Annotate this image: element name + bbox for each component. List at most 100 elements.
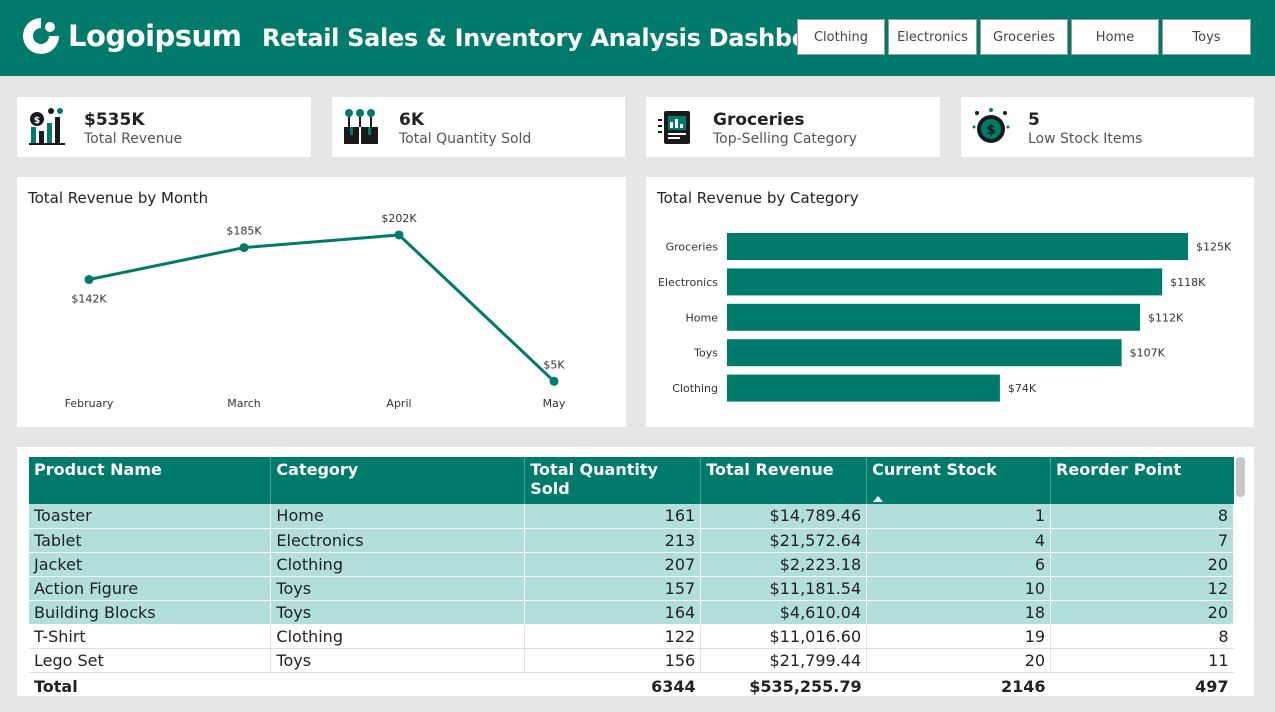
cell-quantity-sold: 157: [524, 576, 702, 601]
cell-category: Toys: [270, 576, 526, 601]
cell-revenue: $11,181.54: [700, 576, 868, 601]
total-reorder: 497: [1050, 671, 1234, 700]
cell-reorder-point: 12: [1050, 576, 1234, 601]
line-point[interactable]: [549, 376, 559, 386]
filter-button-toys[interactable]: Toys: [1162, 19, 1251, 55]
cell-reorder-point: 8: [1050, 504, 1234, 529]
header-bar: Logoipsum Retail Sales & Inventory Analy…: [0, 0, 1275, 76]
data-label: $5K: [543, 358, 565, 371]
total-quantity: 6344: [524, 671, 701, 700]
line-series: [88, 233, 556, 383]
cell-quantity-sold: 161: [524, 504, 702, 529]
cell-reorder-point: 8: [1050, 624, 1234, 649]
cell-current-stock: 20: [866, 648, 1052, 673]
cell-quantity-sold: 164: [524, 600, 702, 625]
line-point[interactable]: [239, 243, 249, 253]
product-table-panel: Product Name Category Total Quantity Sol…: [17, 447, 1254, 700]
column-header-category[interactable]: Category: [270, 457, 526, 504]
cell-revenue: $2,223.18: [700, 552, 868, 577]
cell-quantity-sold: 207: [524, 552, 702, 577]
bar[interactable]: [727, 339, 1122, 367]
cell-revenue: $21,572.64: [700, 528, 868, 553]
cell-quantity-sold: 122: [524, 624, 702, 649]
bar-chart: Groceries $125K Electronics $118K Home $112K T…: [658, 233, 1232, 402]
data-label: $107K: [1130, 347, 1166, 360]
cell-category: Clothing: [270, 552, 526, 577]
cell-category: Home: [270, 504, 526, 529]
total-revenue: $535,255.79: [700, 671, 867, 700]
kpi-value: 6K: [399, 110, 425, 130]
kpi-label: Low Stock Items: [1028, 131, 1143, 147]
cell-reorder-point: 20: [1050, 600, 1234, 625]
boxes-icon: [344, 109, 378, 144]
filter-button-groceries[interactable]: Groceries: [980, 19, 1068, 55]
bar[interactable]: [727, 233, 1188, 260]
cell-revenue: $4,610.04: [700, 600, 868, 625]
cell-current-stock: 6: [866, 552, 1052, 577]
x-tick-label: February: [65, 397, 114, 410]
kpi-value: $535K: [84, 110, 145, 130]
kpi-card-low-stock: $ 5 Low Stock Items: [961, 97, 1254, 157]
cell-reorder-point: 20: [1050, 552, 1234, 577]
column-header-product-name[interactable]: Product Name: [29, 457, 272, 504]
sort-ascending-icon[interactable]: [873, 496, 884, 502]
cell-current-stock: 4: [866, 528, 1052, 553]
cell-category: Toys: [270, 648, 526, 673]
cell-product-name: Toaster: [29, 504, 272, 529]
kpi-value: 5: [1028, 110, 1040, 130]
table-total-row: Total 6344 $535,255.79 2146 497: [29, 671, 1234, 700]
column-header-current-stock[interactable]: Current Stock: [866, 457, 1052, 504]
cell-reorder-point: 11: [1050, 648, 1234, 673]
cell-current-stock: 1: [866, 504, 1052, 529]
filter-button-electronics[interactable]: Electronics: [888, 19, 977, 55]
table-row[interactable]: Lego Set Toys 156 $21,799.44 20 11: [29, 648, 1234, 673]
cell-product-name: Jacket: [29, 552, 272, 577]
bar[interactable]: [727, 374, 1000, 402]
cell-revenue: $14,789.46: [700, 504, 868, 529]
filter-button-clothing[interactable]: Clothing: [797, 19, 885, 55]
column-header-reorder-point[interactable]: Reorder Point: [1050, 457, 1234, 504]
kpi-value: Groceries: [713, 110, 805, 130]
kpi-card-top-category: Groceries Top-Selling Category: [646, 97, 940, 157]
cell-product-name: Action Figure: [29, 576, 272, 601]
kpi-card-quantity-sold: 6K Total Quantity Sold: [332, 97, 625, 157]
kpi-label: Total Quantity Sold: [399, 131, 532, 147]
total-category-cell: [270, 671, 525, 700]
bar-chart-panel: Total Revenue by Category Groceries $125K…: [646, 177, 1254, 427]
y-tick-label: Toys: [693, 347, 718, 360]
cell-reorder-point: 7: [1050, 528, 1234, 553]
line-chart: $142K February $185K March $202K April $5K May: [65, 212, 566, 410]
cell-category: Toys: [270, 600, 526, 625]
data-label: $202K: [381, 212, 417, 225]
svg-text:$: $: [986, 123, 995, 138]
table-row[interactable]: Toaster Home 161 $14,789.46 1 8: [29, 504, 1234, 529]
column-header-total-revenue[interactable]: Total Revenue: [700, 457, 868, 504]
table-scrollbar[interactable]: [1236, 457, 1245, 497]
filter-button-home[interactable]: Home: [1071, 19, 1159, 55]
data-label: $142K: [71, 293, 107, 306]
cell-product-name: T-Shirt: [29, 624, 272, 649]
report-icon: [658, 111, 690, 144]
column-header-total-quantity-sold[interactable]: Total Quantity Sold: [524, 457, 702, 504]
kpi-card-total-revenue: $ $535K Total Revenue: [17, 97, 311, 157]
table-row[interactable]: T-Shirt Clothing 122 $11,016.60 19 8: [29, 624, 1234, 649]
total-stock: 2146: [866, 671, 1051, 700]
cell-category: Clothing: [270, 624, 526, 649]
cell-current-stock: 19: [866, 624, 1052, 649]
line-point[interactable]: [394, 230, 404, 240]
column-header-label: Current Stock: [872, 460, 997, 479]
line-point[interactable]: [84, 275, 94, 285]
bar-chart-title: Total Revenue by Category: [657, 189, 859, 207]
cell-quantity-sold: 156: [524, 648, 702, 673]
bar[interactable]: [727, 303, 1141, 331]
cell-quantity-sold: 213: [524, 528, 702, 553]
table-row[interactable]: Jacket Clothing 207 $2,223.18 6 20: [29, 552, 1234, 577]
line-chart-panel: Total Revenue by Month $142K February $185…: [17, 177, 626, 427]
logo: Logoipsum: [22, 17, 242, 55]
table-row[interactable]: Action Figure Toys 157 $11,181.54 10 12: [29, 576, 1234, 601]
bar[interactable]: [727, 268, 1163, 296]
table-row[interactable]: Building Blocks Toys 164 $4,610.04 18 20: [29, 600, 1234, 625]
table-row[interactable]: Tablet Electronics 213 $21,572.64 4 7: [29, 528, 1234, 553]
cell-current-stock: 10: [866, 576, 1052, 601]
revenue-chart-icon: $: [29, 108, 65, 145]
